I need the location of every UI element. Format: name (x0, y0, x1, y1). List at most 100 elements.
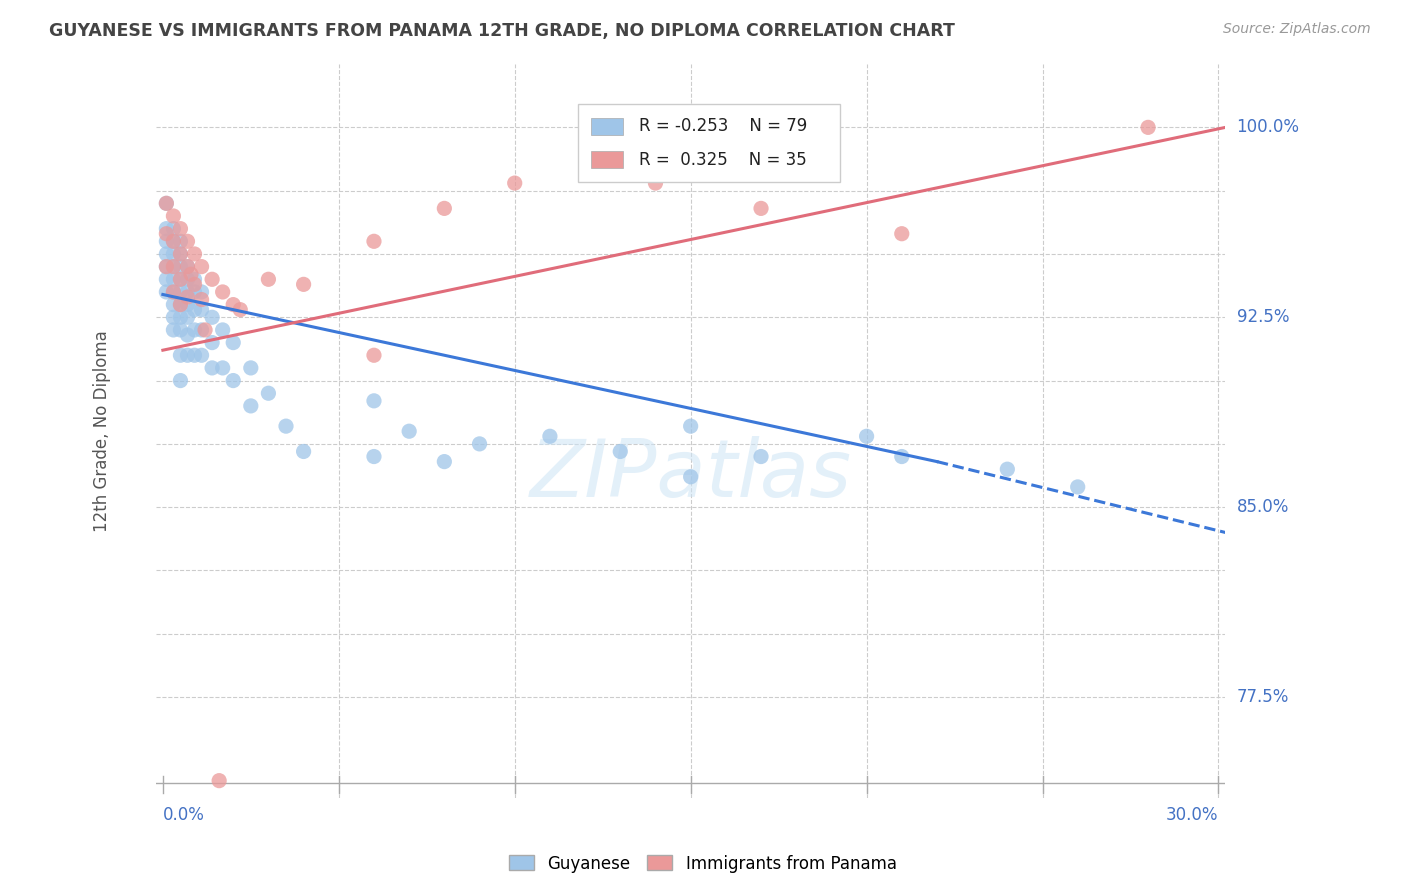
Point (176, 328, 198, 343)
Point (190, 302, 212, 317)
Point (679, 419, 702, 434)
Point (169, 272, 191, 286)
Point (201, 360, 224, 375)
Point (155, 285, 177, 299)
Point (176, 310, 198, 325)
Point (239, 399, 262, 413)
Point (162, 285, 184, 299)
Point (155, 196, 177, 211)
Point (169, 247, 191, 261)
Point (162, 260, 184, 274)
Point (679, 470, 702, 484)
Point (180, 267, 202, 281)
Point (162, 285, 184, 299)
Point (169, 285, 191, 299)
Point (176, 348, 198, 362)
Point (201, 310, 224, 325)
Point (995, 462, 1018, 476)
Point (169, 221, 191, 235)
Point (155, 227, 177, 241)
Point (155, 260, 177, 274)
Text: R =  0.325    N = 35: R = 0.325 N = 35 (640, 151, 807, 169)
Point (169, 310, 191, 325)
Point (190, 348, 212, 362)
Point (169, 323, 191, 337)
FancyBboxPatch shape (591, 119, 623, 135)
Point (274, 419, 297, 434)
Point (222, 374, 245, 388)
Point (398, 424, 420, 438)
Point (190, 260, 212, 274)
Point (169, 247, 191, 261)
Point (433, 202, 456, 216)
Point (162, 310, 184, 325)
Point (183, 277, 205, 292)
Point (169, 297, 191, 311)
Point (257, 386, 280, 401)
Point (162, 235, 184, 249)
Legend: Guyanese, Immigrants from Panama: Guyanese, Immigrants from Panama (502, 848, 904, 880)
Point (211, 285, 233, 299)
Text: 12th Grade, No Diploma: 12th Grade, No Diploma (93, 330, 111, 533)
Text: ZIPatlas: ZIPatlas (530, 436, 852, 515)
Point (162, 272, 184, 286)
Point (229, 302, 252, 317)
Point (176, 260, 198, 274)
Text: 77.5%: 77.5% (1237, 688, 1289, 706)
Point (363, 235, 385, 249)
Point (890, 450, 912, 464)
Point (190, 285, 212, 299)
Point (503, 176, 526, 190)
Point (176, 297, 198, 311)
Point (155, 247, 177, 261)
Point (363, 393, 385, 408)
Point (169, 297, 191, 311)
Text: 0.0%: 0.0% (163, 806, 205, 824)
Point (1137, 120, 1160, 135)
Text: 92.5%: 92.5% (1237, 309, 1289, 326)
Text: Source: ZipAtlas.com: Source: ZipAtlas.com (1223, 22, 1371, 37)
Point (222, 335, 245, 350)
Point (190, 293, 212, 307)
Point (176, 260, 198, 274)
Point (162, 260, 184, 274)
Point (201, 335, 224, 350)
Point (538, 429, 561, 443)
Point (155, 196, 177, 211)
Point (169, 272, 191, 286)
Point (162, 297, 184, 311)
Point (194, 323, 217, 337)
Point (855, 429, 877, 443)
Point (433, 454, 456, 468)
Point (292, 277, 315, 292)
Point (183, 285, 205, 299)
Point (183, 272, 205, 286)
Point (239, 360, 262, 375)
Point (190, 323, 212, 337)
Point (363, 348, 385, 362)
Point (162, 323, 184, 337)
Point (176, 235, 198, 249)
Point (183, 302, 205, 317)
Point (176, 285, 198, 299)
Point (169, 260, 191, 274)
FancyBboxPatch shape (591, 152, 623, 168)
Point (162, 209, 184, 223)
Point (609, 444, 631, 458)
Point (155, 260, 177, 274)
Point (211, 360, 233, 375)
Point (363, 450, 385, 464)
Point (176, 290, 198, 304)
Point (169, 374, 191, 388)
Point (749, 202, 772, 216)
Point (208, 773, 231, 788)
Point (749, 450, 772, 464)
Point (183, 348, 205, 362)
FancyBboxPatch shape (578, 104, 841, 182)
Point (292, 444, 315, 458)
Text: 30.0%: 30.0% (1166, 806, 1219, 824)
Text: R = -0.253    N = 79: R = -0.253 N = 79 (640, 118, 807, 136)
Point (169, 235, 191, 249)
Point (176, 272, 198, 286)
Point (162, 221, 184, 235)
